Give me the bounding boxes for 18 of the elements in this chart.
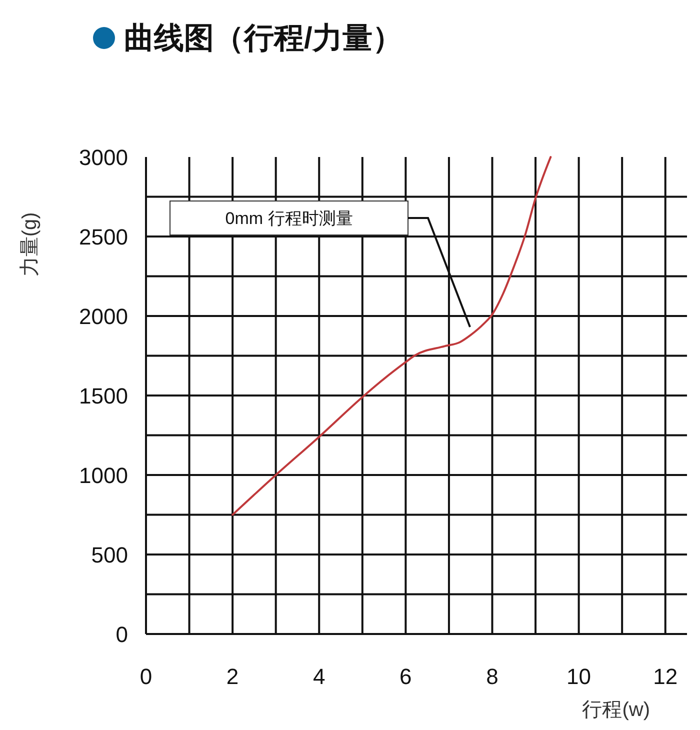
x-tick-label: 10 [566, 664, 592, 689]
y-tick-label: 1000 [79, 463, 128, 488]
y-tick-label: 3000 [79, 145, 128, 170]
x-axis-title: 行程(w) [582, 699, 650, 721]
x-tick-label: 8 [486, 664, 498, 689]
y-tick-label: 2000 [79, 304, 128, 329]
x-tick-label: 12 [653, 664, 678, 689]
y-tick-label: 1500 [79, 384, 128, 408]
y-tick-label: 500 [91, 542, 128, 568]
y-tick-label: 0 [116, 622, 128, 647]
x-tick-label: 4 [312, 664, 326, 689]
chart-title: 曲线图（行程/力量） [124, 22, 402, 55]
y-tick-label: 2500 [79, 224, 128, 250]
x-tick-label: 2 [226, 664, 239, 689]
x-tick-label: 6 [400, 664, 412, 689]
annotation: 0mm 行程时测量 [225, 209, 353, 228]
x-tick-label: 0 [140, 664, 152, 689]
y-axis-title: 力量(g) [19, 212, 41, 277]
